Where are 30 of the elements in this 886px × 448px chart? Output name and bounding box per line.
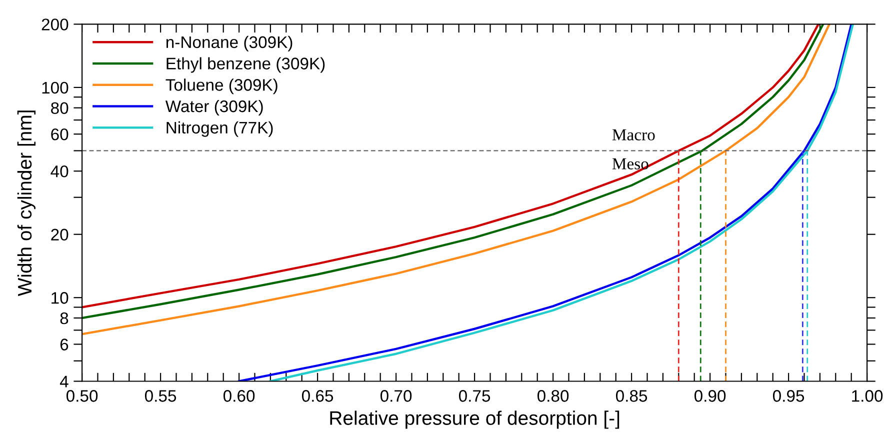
x-tick-label: 0.85 (616, 390, 648, 402)
y-tick-label: 20 (51, 228, 68, 241)
legend-label: Ethyl benzene (309K) (166, 57, 325, 73)
legend-label: Water (309K) (165, 100, 263, 116)
y-tick-label: 100 (42, 82, 68, 94)
y-tick-label: 8 (60, 312, 68, 324)
x-tick-label: 0.75 (458, 390, 490, 402)
x-tick-label: 0.50 (66, 390, 98, 402)
legend-label: Nitrogen (77K) (166, 121, 273, 137)
y-tick-label: 200 (42, 18, 68, 30)
legend-label: Toluene (309K) (166, 78, 278, 94)
x-tick-label: 0.60 (223, 390, 255, 402)
y-tick-label: 40 (50, 165, 68, 178)
y-tick-label: 80 (51, 102, 68, 114)
x-tick-label: 0.80 (537, 390, 569, 402)
y-tick-label: 4 (60, 376, 68, 388)
x-tick-label: 1.00 (852, 390, 883, 402)
y-tick-label: 60 (51, 128, 68, 140)
x-tick-label: 0.70 (380, 390, 412, 402)
y-axis-title: Width of cylinder [nm] (17, 110, 36, 296)
y-tick-label: 6 (60, 338, 68, 350)
x-tick-label: 0.55 (144, 390, 176, 402)
x-tick-label: 0.90 (694, 390, 726, 402)
annotation: Macro (612, 129, 655, 140)
x-tick-label: 0.65 (302, 390, 334, 402)
x-axis-title: Relative pressure of desorption [-] (330, 410, 620, 429)
annotation: Meso (612, 158, 648, 170)
legend-label: n-Nonane (309K) (166, 36, 292, 52)
x-tick-label: 0.95 (772, 390, 804, 402)
y-tick-label: 10 (52, 292, 68, 304)
